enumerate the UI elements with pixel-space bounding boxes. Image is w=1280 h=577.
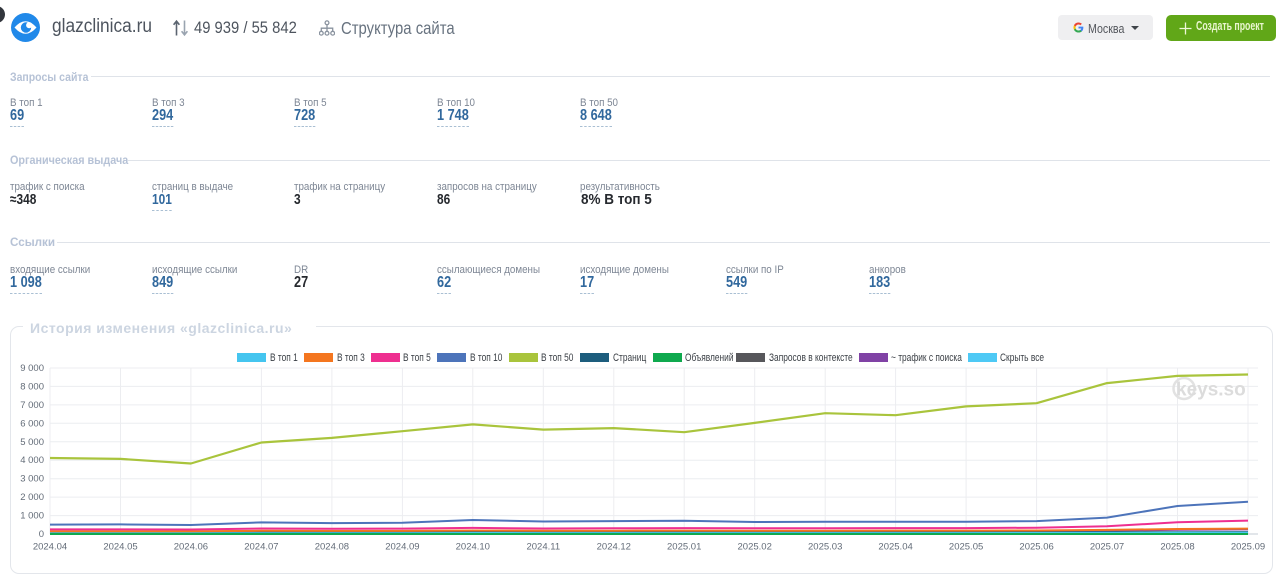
svg-text:2025.03: 2025.03 bbox=[808, 542, 842, 553]
svg-text:5 000: 5 000 bbox=[20, 437, 44, 448]
svg-text:2024.07: 2024.07 bbox=[244, 542, 278, 553]
svg-text:4 000: 4 000 bbox=[20, 455, 44, 466]
svg-text:7 000: 7 000 bbox=[20, 400, 44, 411]
svg-text:2024.10: 2024.10 bbox=[456, 542, 490, 553]
svg-text:0: 0 bbox=[39, 529, 44, 540]
svg-text:2025.08: 2025.08 bbox=[1160, 542, 1194, 553]
svg-text:2024.06: 2024.06 bbox=[174, 542, 208, 553]
svg-text:2025.07: 2025.07 bbox=[1090, 542, 1124, 553]
svg-text:2025.09: 2025.09 bbox=[1231, 542, 1265, 553]
svg-text:2 000: 2 000 bbox=[20, 492, 44, 503]
svg-text:9 000: 9 000 bbox=[20, 363, 44, 374]
svg-text:2025.05: 2025.05 bbox=[949, 542, 983, 553]
svg-text:3 000: 3 000 bbox=[20, 474, 44, 485]
svg-text:2024.04: 2024.04 bbox=[33, 542, 67, 553]
svg-text:2024.11: 2024.11 bbox=[526, 542, 560, 553]
svg-text:2024.08: 2024.08 bbox=[315, 542, 349, 553]
svg-text:2025.01: 2025.01 bbox=[667, 542, 701, 553]
svg-text:2025.04: 2025.04 bbox=[878, 542, 912, 553]
svg-text:6 000: 6 000 bbox=[20, 418, 44, 429]
svg-text:2025.02: 2025.02 bbox=[738, 542, 772, 553]
svg-text:2024.12: 2024.12 bbox=[597, 542, 631, 553]
svg-text:8 000: 8 000 bbox=[20, 381, 44, 392]
svg-text:1 000: 1 000 bbox=[20, 511, 44, 522]
svg-text:keys.so: keys.so bbox=[1176, 380, 1246, 401]
svg-text:2024.05: 2024.05 bbox=[103, 542, 137, 553]
svg-text:2024.09: 2024.09 bbox=[385, 542, 419, 553]
svg-text:2025.06: 2025.06 bbox=[1019, 542, 1053, 553]
